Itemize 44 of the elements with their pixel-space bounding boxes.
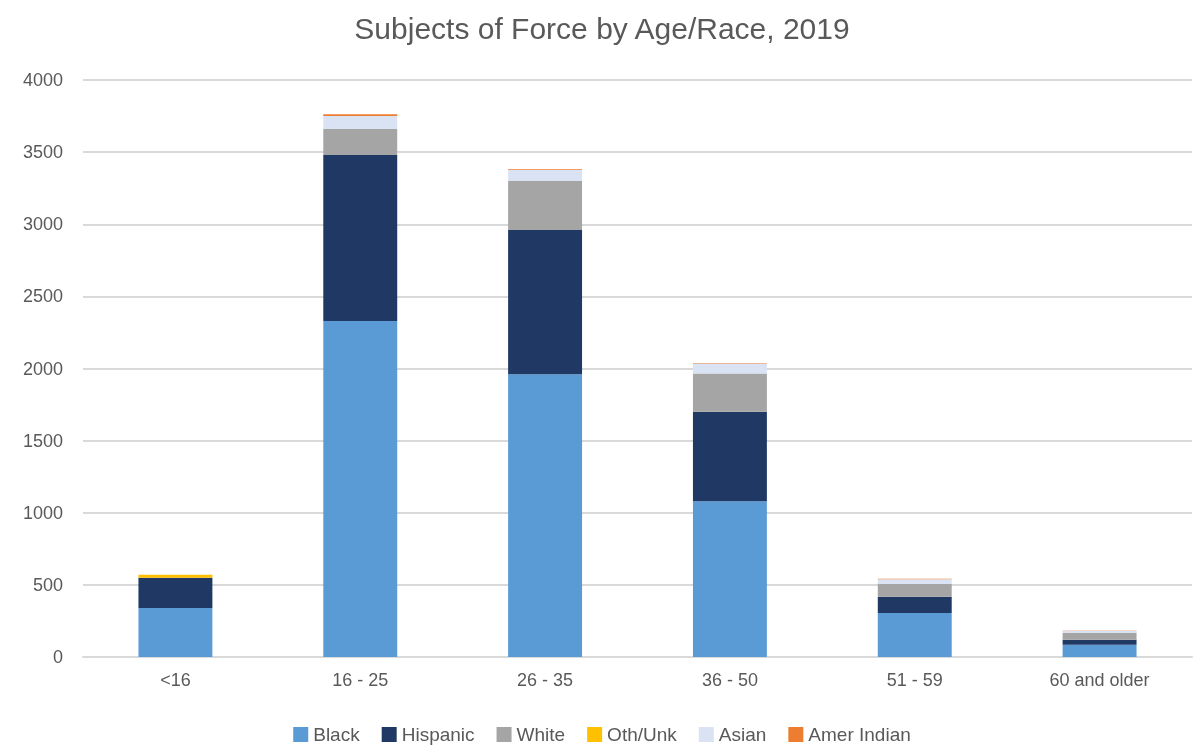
y-tick-label: 0 bbox=[52, 647, 63, 667]
bar bbox=[692, 501, 767, 657]
x-tick-label: 36 - 50 bbox=[701, 670, 758, 690]
x-tick-label: <16 bbox=[160, 670, 191, 690]
legend-label: Hispanic bbox=[401, 724, 475, 745]
y-tick-label: 1500 bbox=[22, 430, 63, 451]
legend-label: Amer Indian bbox=[808, 724, 911, 745]
x-tick-label: 51 - 59 bbox=[886, 670, 943, 690]
bar bbox=[1062, 639, 1137, 645]
bar bbox=[323, 116, 398, 130]
bar bbox=[1062, 632, 1137, 640]
bar bbox=[877, 579, 952, 585]
bar bbox=[877, 584, 952, 597]
legend-label: Asian bbox=[718, 724, 767, 745]
bar bbox=[877, 596, 952, 613]
y-tick-label: 2500 bbox=[22, 286, 63, 307]
bar bbox=[323, 320, 398, 657]
bar bbox=[508, 169, 583, 181]
bar bbox=[508, 230, 583, 375]
bar bbox=[138, 574, 213, 578]
bar bbox=[692, 373, 767, 412]
bar bbox=[692, 363, 767, 374]
bar bbox=[692, 411, 767, 502]
legend-label: White bbox=[516, 724, 566, 745]
x-tick-label: 16 - 25 bbox=[332, 670, 389, 690]
y-tick-label: 500 bbox=[32, 574, 63, 595]
bar bbox=[508, 180, 583, 231]
legend-label: Black bbox=[313, 724, 361, 745]
bar bbox=[138, 577, 213, 608]
y-tick-label: 3000 bbox=[22, 214, 63, 235]
bar bbox=[508, 374, 583, 657]
y-tick-label: 3500 bbox=[22, 142, 63, 163]
y-tick-label: 4000 bbox=[22, 70, 63, 90]
bar bbox=[1062, 644, 1137, 657]
x-tick-label: 60 and older bbox=[1049, 670, 1150, 690]
legend-label: Oth/Unk bbox=[607, 724, 678, 745]
bar bbox=[323, 155, 398, 321]
chart-title: Subjects of Force by Age/Race, 2019 bbox=[354, 11, 850, 45]
x-tick-label: 26 - 35 bbox=[517, 670, 574, 690]
y-tick-label: 1000 bbox=[22, 502, 63, 523]
bar bbox=[138, 607, 213, 657]
y-tick-label: 2000 bbox=[22, 358, 63, 379]
bar bbox=[323, 129, 398, 156]
bar bbox=[877, 613, 952, 657]
